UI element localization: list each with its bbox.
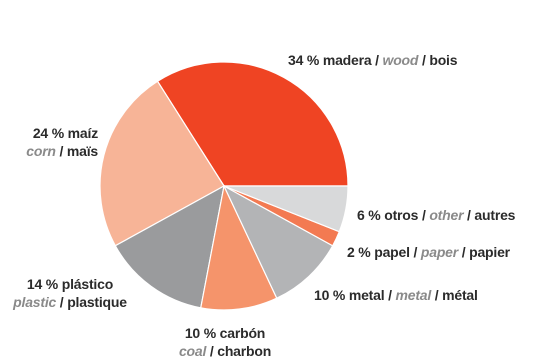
pie-slice-other <box>223 185 349 233</box>
label-plastic-es: plástico <box>61 276 114 292</box>
label-corn-en: corn <box>26 143 56 159</box>
pie-slice-metal <box>222 184 334 299</box>
label-other-en: other <box>429 207 464 223</box>
label-metal: 10 % metal / metal / métal <box>314 287 478 303</box>
label-wood-pct: 34 % <box>288 52 320 68</box>
label-corn: 24 % maíz corn / maïs <box>26 125 99 159</box>
pie-slice-plastic <box>114 184 225 309</box>
pie-slices <box>99 61 349 311</box>
label-coal-es: carbón <box>219 325 266 341</box>
label-metal-es: metal <box>348 287 385 303</box>
label-wood-en: wood <box>382 52 419 68</box>
label-corn-pct: 24 % <box>32 125 64 141</box>
pie-slice-wood <box>156 61 349 187</box>
label-other-pct: 6 % <box>357 207 381 223</box>
label-paper-fr: papier <box>469 244 510 260</box>
label-other-fr: autres <box>474 207 516 223</box>
label-wood: 34 % madera / wood / bois <box>288 52 458 68</box>
label-corn-fr: maïs <box>66 143 98 159</box>
label-other: 6 % otros / other / autres <box>357 207 516 223</box>
label-other-es: otros <box>384 207 419 223</box>
label-paper-pct: 2 % <box>347 244 371 260</box>
label-plastic: 14 % plástico plastic / plastique <box>13 276 127 310</box>
label-coal-en: coal <box>178 343 207 359</box>
label-plastic-pct: 14 % <box>26 276 59 292</box>
label-coal-fr: charbon <box>217 343 272 359</box>
label-wood-es: madera <box>322 52 372 68</box>
label-coal-pct: 10 % <box>184 325 216 341</box>
label-metal-pct: 10 % <box>314 287 346 303</box>
label-wood-fr: bois <box>429 52 458 68</box>
label-paper: 2 % papel / paper / papier <box>347 244 510 260</box>
label-paper-en: paper <box>420 244 459 260</box>
label-coal: 10 % carbón coal / charbon <box>178 325 272 359</box>
pie-slice-coal <box>200 184 278 311</box>
label-paper-es: papel <box>374 244 410 260</box>
pie-slice-corn <box>99 80 225 247</box>
label-metal-fr: métal <box>442 287 478 303</box>
label-plastic-en: plastic <box>13 294 57 310</box>
label-corn-es: maíz <box>67 125 99 141</box>
label-plastic-fr: plastique <box>67 294 127 310</box>
label-metal-en: metal <box>395 287 432 303</box>
